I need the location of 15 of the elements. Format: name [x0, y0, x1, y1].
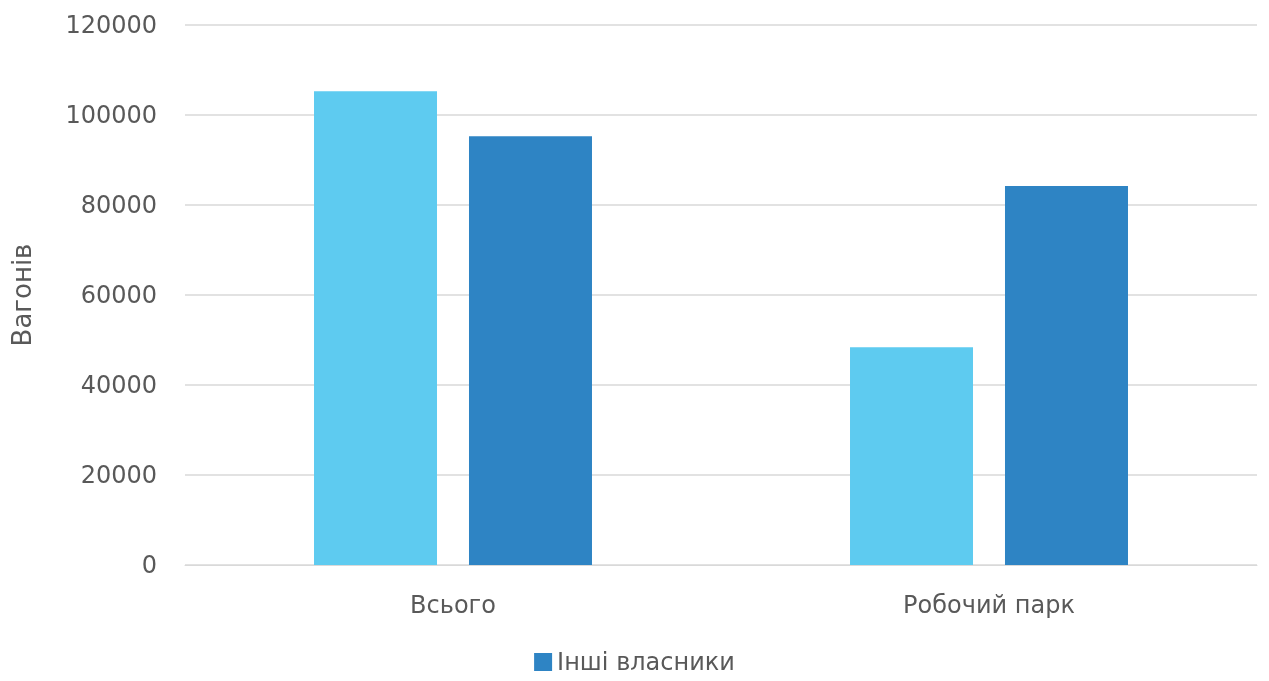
y-tick-label: 100000 [65, 101, 157, 129]
bar [314, 91, 438, 565]
y-tick-label: 20000 [80, 461, 157, 489]
x-tick-label: Всього [410, 591, 496, 619]
y-tick-label: 80000 [80, 191, 157, 219]
y-axis-title: Вагонів [7, 243, 37, 347]
y-tick-label: 60000 [80, 281, 157, 309]
y-tick-label: 40000 [80, 371, 157, 399]
y-tick-label: 0 [141, 551, 157, 579]
x-tick-label: Робочий парк [903, 591, 1075, 619]
bar [850, 347, 974, 565]
y-tick-label: 120000 [65, 11, 157, 39]
legend-label: Інші власники [557, 648, 735, 676]
bar [1004, 186, 1128, 565]
bar [468, 136, 592, 565]
